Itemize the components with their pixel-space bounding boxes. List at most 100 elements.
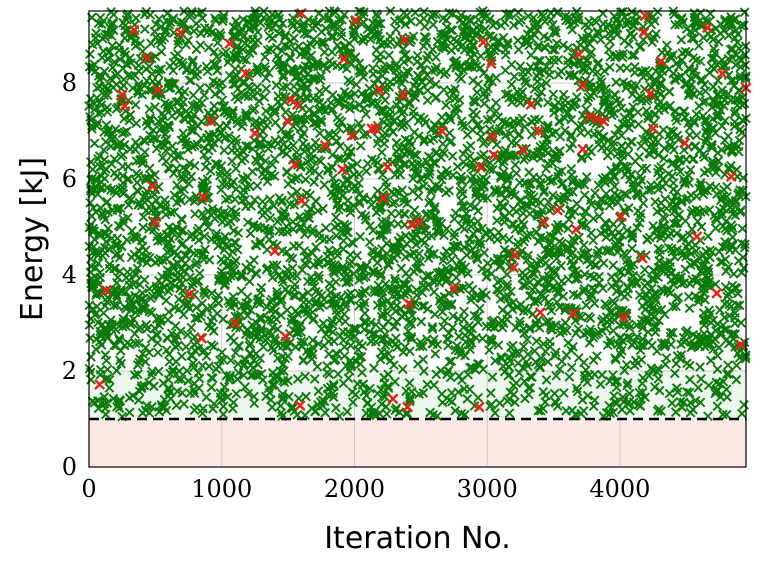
green-point [582,247,593,258]
green-point [710,48,720,59]
green-point [548,89,559,100]
green-point [182,10,193,21]
green-point [319,234,330,245]
green-point [699,185,710,196]
green-point [730,60,741,70]
green-point [196,133,207,144]
green-point [703,380,714,391]
green-point [724,310,735,321]
green-point [137,407,148,418]
green-point [286,313,297,324]
green-point [644,370,654,381]
green-point [285,199,295,210]
green-point [715,327,726,338]
green-point [554,364,565,374]
green-point [723,369,734,379]
green-point [427,9,438,20]
green-point [514,177,525,188]
green-point [676,35,687,45]
green-point [533,405,544,416]
green-point [459,306,469,317]
green-point [589,15,600,26]
green-point [694,146,705,156]
green-point [391,249,402,260]
green-point [590,188,600,199]
green-point [281,166,292,177]
green-point [203,222,213,233]
green-point [274,226,284,237]
green-point [482,115,493,125]
green-point [440,301,451,311]
green-point [114,252,125,263]
green-point [144,104,155,114]
green-point [269,153,280,164]
green-point [513,119,524,129]
green-point [540,145,551,156]
green-point [412,263,423,274]
green-point [377,308,388,319]
green-point [472,216,483,227]
green-point [307,403,317,414]
green-point [736,267,747,278]
green-point [168,65,179,76]
green-point [609,170,619,181]
green-point [529,83,540,94]
green-point [426,187,437,197]
green-point [434,216,445,227]
green-point [313,270,324,281]
green-point [316,117,327,127]
green-point [521,78,532,89]
green-point [464,384,475,395]
green-point [251,240,262,251]
green-point [497,116,508,127]
green-point [514,348,525,359]
green-point [436,32,447,43]
green-point [355,6,366,17]
green-point [676,197,687,207]
green-point [452,340,462,351]
green-point [343,89,354,100]
green-point [240,382,250,392]
green-point [174,294,184,305]
green-point [727,147,737,158]
green-point [361,94,371,104]
green-point [349,102,360,112]
green-point [724,299,735,310]
green-point [131,168,142,179]
green-point [118,149,128,160]
green-point [435,365,446,376]
green-point [332,349,343,359]
green-point [535,141,546,152]
green-point [731,195,741,206]
green-point [502,282,513,293]
green-point [580,75,591,85]
green-point [659,309,670,320]
green-point [91,28,101,39]
green-point [332,309,342,320]
green-point [517,225,527,236]
green-point [124,280,135,291]
green-point [462,393,473,404]
green-point [603,44,614,55]
green-point [182,329,193,340]
green-point [216,127,227,138]
green-point [729,108,740,119]
green-point [504,408,515,419]
green-point [300,60,311,71]
green-point [400,209,411,220]
green-point [560,318,571,328]
green-point [705,355,716,366]
green-point [600,83,611,94]
green-point [209,129,219,140]
green-point [327,19,338,30]
green-point [565,143,575,154]
green-point [473,119,484,130]
green-point [593,57,604,68]
green-point [355,68,365,79]
green-point [509,71,520,82]
green-point [395,155,405,166]
green-point [642,234,653,245]
green-point [561,325,572,336]
green-point [482,266,493,276]
green-point [495,124,505,134]
